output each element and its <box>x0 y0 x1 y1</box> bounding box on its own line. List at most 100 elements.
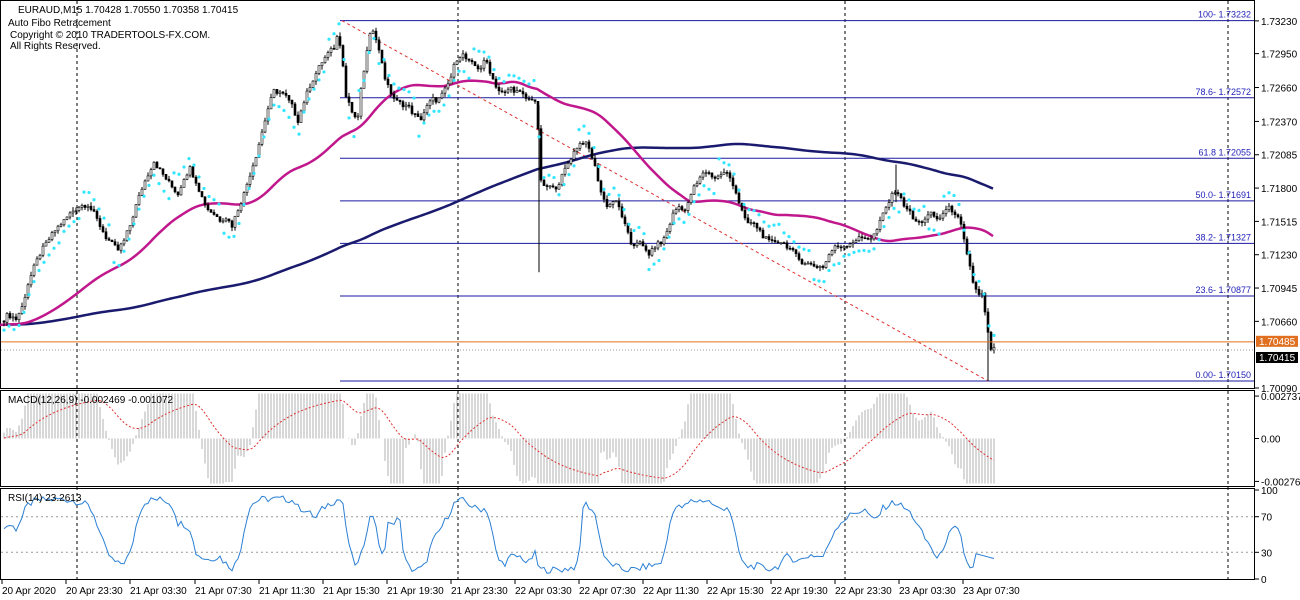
candle-body <box>830 250 834 256</box>
sar-dot <box>357 88 361 93</box>
sar-dot <box>272 103 276 107</box>
candle-body <box>833 245 837 252</box>
price-tick-label: 1.70660 <box>1261 317 1298 328</box>
candle-body <box>287 95 291 101</box>
candle-body <box>569 158 573 164</box>
sar-dot <box>27 293 31 297</box>
candle-body <box>86 205 90 208</box>
sar-dot <box>822 280 826 284</box>
candle-body <box>791 248 795 251</box>
candle-body <box>125 230 129 241</box>
candle-body <box>398 99 402 102</box>
candle-body <box>203 196 207 205</box>
sar-dot <box>612 186 616 190</box>
sar-dot <box>162 189 166 193</box>
sar-dot <box>87 190 91 195</box>
price-tick-label: 1.70090 <box>1261 384 1298 395</box>
candle-body <box>611 201 615 205</box>
parabolic-sar-dots <box>2 22 996 337</box>
candle-body <box>77 206 81 211</box>
sar-dot <box>527 82 531 86</box>
candle-body <box>494 78 498 88</box>
candle-body <box>488 61 492 74</box>
candle-body <box>386 78 390 85</box>
sar-dot <box>542 175 546 180</box>
candle-body <box>260 131 264 145</box>
candle-body <box>272 89 276 98</box>
sar-dot <box>127 237 131 241</box>
candle-body <box>233 215 237 228</box>
sar-dot <box>267 117 271 121</box>
candle-body <box>329 48 333 53</box>
sar-dot <box>657 258 661 263</box>
sar-dot <box>197 175 201 179</box>
candlesticks <box>2 27 996 381</box>
candle-body <box>575 147 579 152</box>
candle-body <box>557 184 561 190</box>
candle-body <box>485 60 489 63</box>
candle-body <box>515 90 519 93</box>
candle-body <box>842 246 846 249</box>
rsi-tick-label: 0 <box>1261 575 1267 586</box>
indicator-copyright: Copyright © 2010 TRADERTOOLS-FX.COM. <box>10 30 210 41</box>
sar-dot <box>817 279 821 283</box>
candle-body <box>422 112 426 121</box>
sar-dot <box>552 175 556 180</box>
candle-body <box>824 261 828 268</box>
candle-body <box>428 100 432 106</box>
sar-dot <box>692 200 696 204</box>
sar-dot <box>287 115 291 119</box>
sar-dot <box>567 173 571 177</box>
sar-dot <box>472 47 476 51</box>
sar-dot <box>812 278 816 282</box>
candle-body <box>491 73 495 80</box>
candle-body <box>548 185 552 188</box>
candle-body <box>377 39 381 51</box>
sar-dot <box>12 327 16 332</box>
candle-body <box>71 210 75 214</box>
candle-body <box>566 163 570 169</box>
candle-body <box>167 178 171 182</box>
candle-body <box>440 92 444 99</box>
candle-body <box>809 262 813 265</box>
sar-dot <box>432 109 436 113</box>
candle-body <box>335 36 339 50</box>
candle-body <box>632 243 636 247</box>
candle-body <box>740 202 744 211</box>
sar-dot <box>547 173 551 177</box>
time-tick-label: 22 Apr 23:30 <box>835 586 892 597</box>
sar-dot <box>482 50 486 54</box>
sar-dot <box>632 228 636 233</box>
sar-dot <box>377 61 381 66</box>
price-tick-label: 1.72950 <box>1261 50 1298 61</box>
candle-body <box>110 239 114 242</box>
candle-body <box>644 245 648 251</box>
candle-body <box>2 320 6 323</box>
candle-body <box>266 108 270 122</box>
candle-body <box>206 204 210 211</box>
rsi-pane-frame <box>0 488 1255 580</box>
sar-dot <box>957 202 961 207</box>
candle-body <box>113 241 117 246</box>
candle-body <box>668 223 672 232</box>
sar-dot <box>217 202 221 206</box>
candle-body <box>602 191 606 200</box>
candle-body <box>53 230 57 233</box>
candle-body <box>950 205 954 213</box>
sar-dot <box>467 76 471 80</box>
candle-body <box>635 242 639 247</box>
sar-dot <box>777 222 781 226</box>
candle-body <box>278 91 282 94</box>
sar-dot <box>987 324 991 328</box>
sar-dot <box>292 125 296 129</box>
candle-body <box>947 205 951 210</box>
sar-dot <box>212 198 216 202</box>
candle-body <box>68 212 72 218</box>
candle-body <box>308 87 312 92</box>
candle-body <box>896 192 900 195</box>
price-tick-label: 1.72370 <box>1261 117 1298 128</box>
sar-dot <box>832 263 836 267</box>
time-tick-label: 20 Apr 23:30 <box>66 586 123 597</box>
sar-dot <box>722 161 726 165</box>
